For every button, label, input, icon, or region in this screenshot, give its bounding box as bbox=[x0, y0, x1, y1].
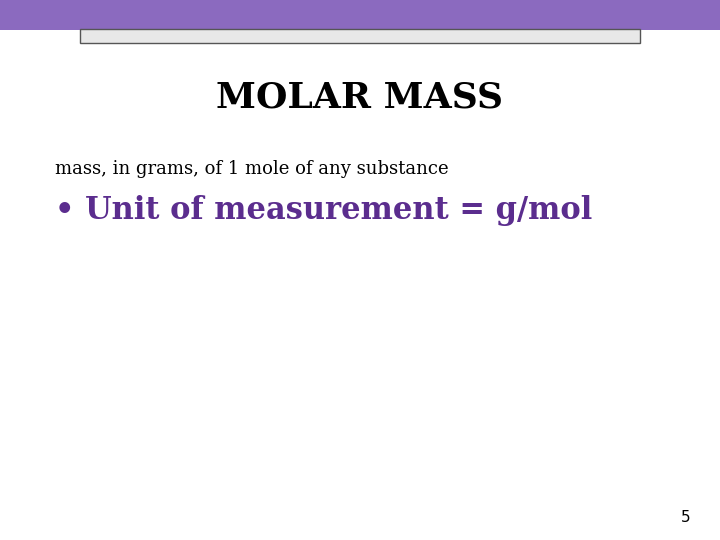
Bar bbox=[80, 29, 640, 43]
Text: mass, in grams, of 1 mole of any substance: mass, in grams, of 1 mole of any substan… bbox=[55, 160, 449, 178]
Text: MOLAR MASS: MOLAR MASS bbox=[217, 80, 503, 114]
Text: 5: 5 bbox=[680, 510, 690, 525]
Text: • Unit of measurement = g/mol: • Unit of measurement = g/mol bbox=[55, 195, 593, 226]
Bar bbox=[0, 0, 720, 30]
